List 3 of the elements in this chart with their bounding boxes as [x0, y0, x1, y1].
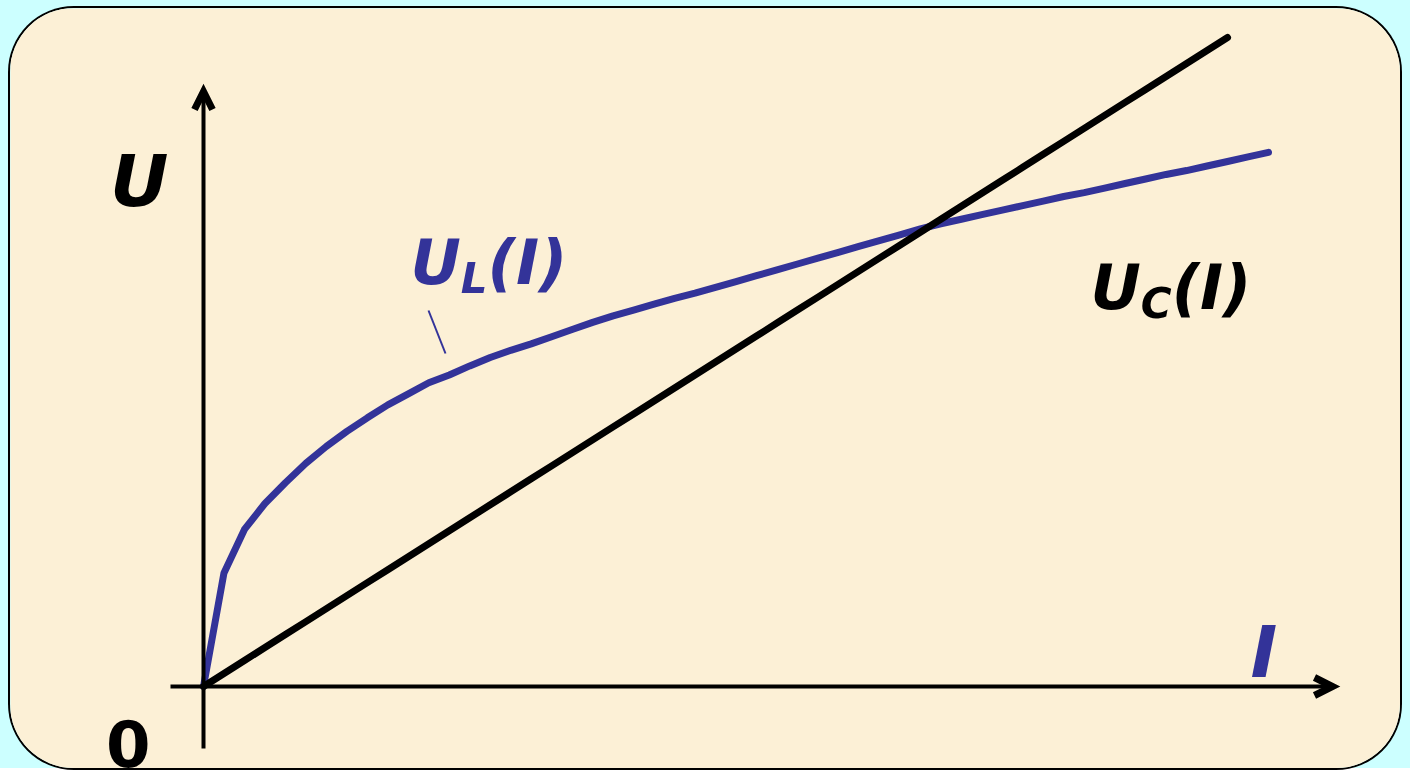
x-axis-title: I [1250, 609, 1278, 694]
text: 0 [105, 707, 151, 770]
y-axis-title: U [110, 138, 169, 223]
